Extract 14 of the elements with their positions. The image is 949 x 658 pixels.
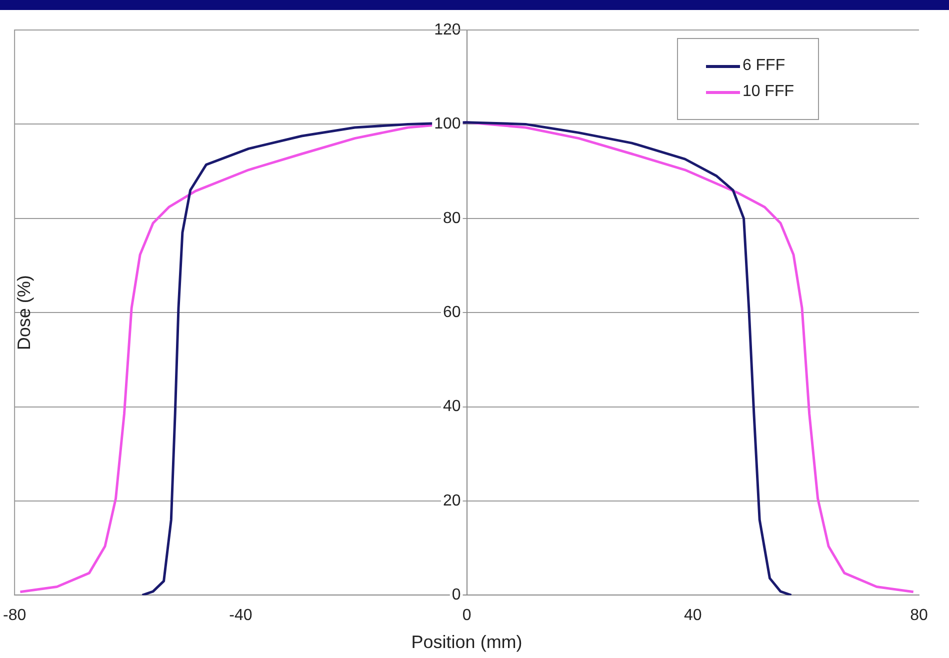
- x-tick-label: -40: [229, 607, 252, 624]
- x-tick-label: -80: [3, 607, 26, 624]
- y-tick-label: 0: [452, 586, 461, 604]
- x-axis-title: Position (mm): [411, 632, 522, 652]
- y-tick-label: 20: [442, 492, 461, 510]
- y-tick-label: 80: [442, 210, 461, 227]
- x-tick-label: 80: [910, 607, 928, 624]
- y-tick-label: 40: [442, 398, 461, 416]
- y-axis-title: Dose (%): [14, 275, 34, 350]
- x-tick-label: 40: [684, 607, 702, 624]
- legend-label: 6 FFF: [742, 57, 786, 75]
- y-tick-label: 100: [434, 116, 461, 133]
- y-tick-label: 60: [442, 304, 461, 322]
- legend-label: 10 FFF: [742, 83, 794, 101]
